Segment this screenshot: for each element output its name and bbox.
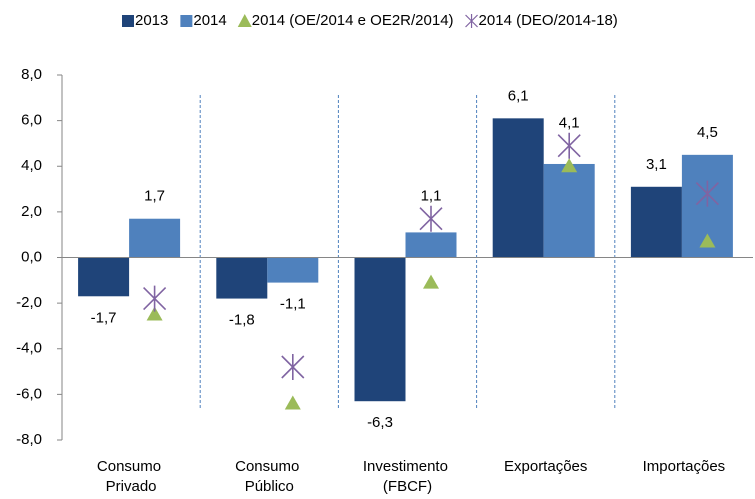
y-tick-label: -4,0 — [16, 340, 42, 357]
bar — [492, 118, 544, 258]
marker-asterisk — [695, 180, 719, 207]
data-label: 1,7 — [144, 188, 165, 205]
legend-label: 2014 (DEO/2014-18) — [479, 12, 618, 29]
legend-swatch — [237, 14, 252, 27]
marker-triangle — [284, 395, 301, 410]
bar — [267, 257, 319, 283]
marker-asterisk — [557, 132, 581, 159]
marker-asterisk — [281, 354, 305, 380]
y-tick-label: -8,0 — [16, 431, 42, 448]
bar — [630, 186, 682, 258]
label-line: Consumo — [97, 458, 165, 475]
bar — [543, 163, 595, 258]
label-line: Público — [245, 478, 294, 495]
bar — [78, 257, 130, 297]
legend-label: 2014 — [193, 12, 226, 29]
y-tick-label: 6,0 — [21, 112, 42, 129]
data-label: 1,1 — [421, 188, 442, 205]
legend-swatch — [180, 15, 193, 27]
bar — [216, 257, 268, 299]
legend-swatch — [465, 14, 478, 28]
data-label: 6,1 — [508, 87, 529, 104]
label-line: Investimento — [363, 458, 452, 475]
bar — [405, 232, 457, 258]
marker-triangle — [146, 306, 163, 321]
y-tick-label: 0,0 — [21, 248, 42, 265]
label-line: Consumo — [235, 458, 303, 475]
x-tick-label: Consumo Público — [235, 458, 303, 495]
x-tick-label: Consumo Privado — [97, 458, 165, 495]
data-label: 3,1 — [646, 156, 667, 173]
data-label: 4,1 — [559, 115, 580, 132]
x-tick-label: Exportações — [504, 458, 587, 475]
marker-asterisk — [143, 285, 167, 312]
legend-label: 2014 (OE/2014 e OE2R/2014) — [252, 12, 454, 29]
bar — [129, 218, 181, 258]
legend-label: 2013 — [135, 12, 168, 29]
marker-triangle — [699, 233, 716, 248]
label-line: (FBCF) — [383, 478, 432, 495]
x-tick-label: Importações — [643, 458, 726, 475]
data-label: -6,3 — [367, 414, 393, 431]
legend-swatch — [122, 15, 134, 27]
data-label: -1,7 — [91, 309, 117, 326]
x-tick-label: Investimento (FBCF) — [363, 458, 452, 495]
data-label: -1,1 — [280, 296, 306, 313]
marker-triangle — [423, 274, 439, 289]
data-label: 4,5 — [697, 124, 718, 141]
y-tick-label: 8,0 — [21, 66, 42, 83]
y-tick-label: -2,0 — [16, 294, 42, 311]
data-label: -1,8 — [229, 312, 255, 329]
y-tick-label: 4,0 — [21, 157, 42, 174]
y-tick-label: -6,0 — [16, 385, 42, 402]
marker-triangle — [561, 158, 578, 173]
bar — [354, 257, 406, 402]
marker-asterisk — [419, 205, 443, 232]
y-tick-label: 2,0 — [21, 203, 42, 220]
label-line: Privado — [106, 478, 157, 495]
